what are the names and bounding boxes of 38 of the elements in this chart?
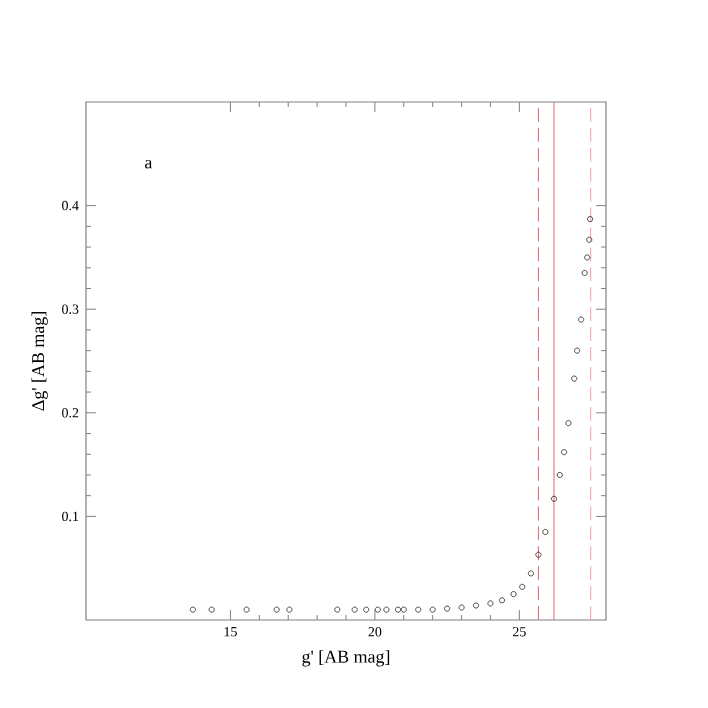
point — [429, 606, 436, 613]
point — [542, 529, 549, 535]
point — [571, 375, 578, 382]
point — [565, 420, 572, 427]
point — [586, 236, 593, 243]
point — [351, 606, 358, 613]
point — [400, 606, 407, 613]
point — [334, 606, 341, 613]
point — [286, 606, 293, 613]
y-axis-title: Δg' [AB mag] — [31, 312, 48, 411]
point — [519, 583, 526, 590]
point — [556, 472, 563, 478]
annotation: a — [145, 159, 153, 169]
point — [535, 551, 542, 558]
point — [395, 606, 401, 613]
point — [458, 604, 465, 611]
point — [578, 316, 585, 323]
point — [551, 495, 557, 502]
point — [273, 606, 280, 613]
point — [383, 606, 390, 613]
point — [587, 216, 594, 223]
point — [561, 449, 568, 456]
point — [415, 606, 422, 613]
point — [363, 606, 370, 613]
point — [208, 606, 215, 613]
point — [510, 591, 517, 598]
point — [581, 270, 588, 276]
point — [473, 602, 479, 609]
point — [243, 606, 250, 613]
point — [584, 254, 591, 261]
point — [574, 347, 581, 354]
point — [189, 606, 196, 613]
point — [499, 597, 505, 604]
point — [444, 605, 451, 612]
point — [527, 570, 534, 577]
point — [487, 600, 494, 607]
point — [374, 606, 381, 613]
x-axis-title: g' [AB mag] — [302, 650, 390, 667]
